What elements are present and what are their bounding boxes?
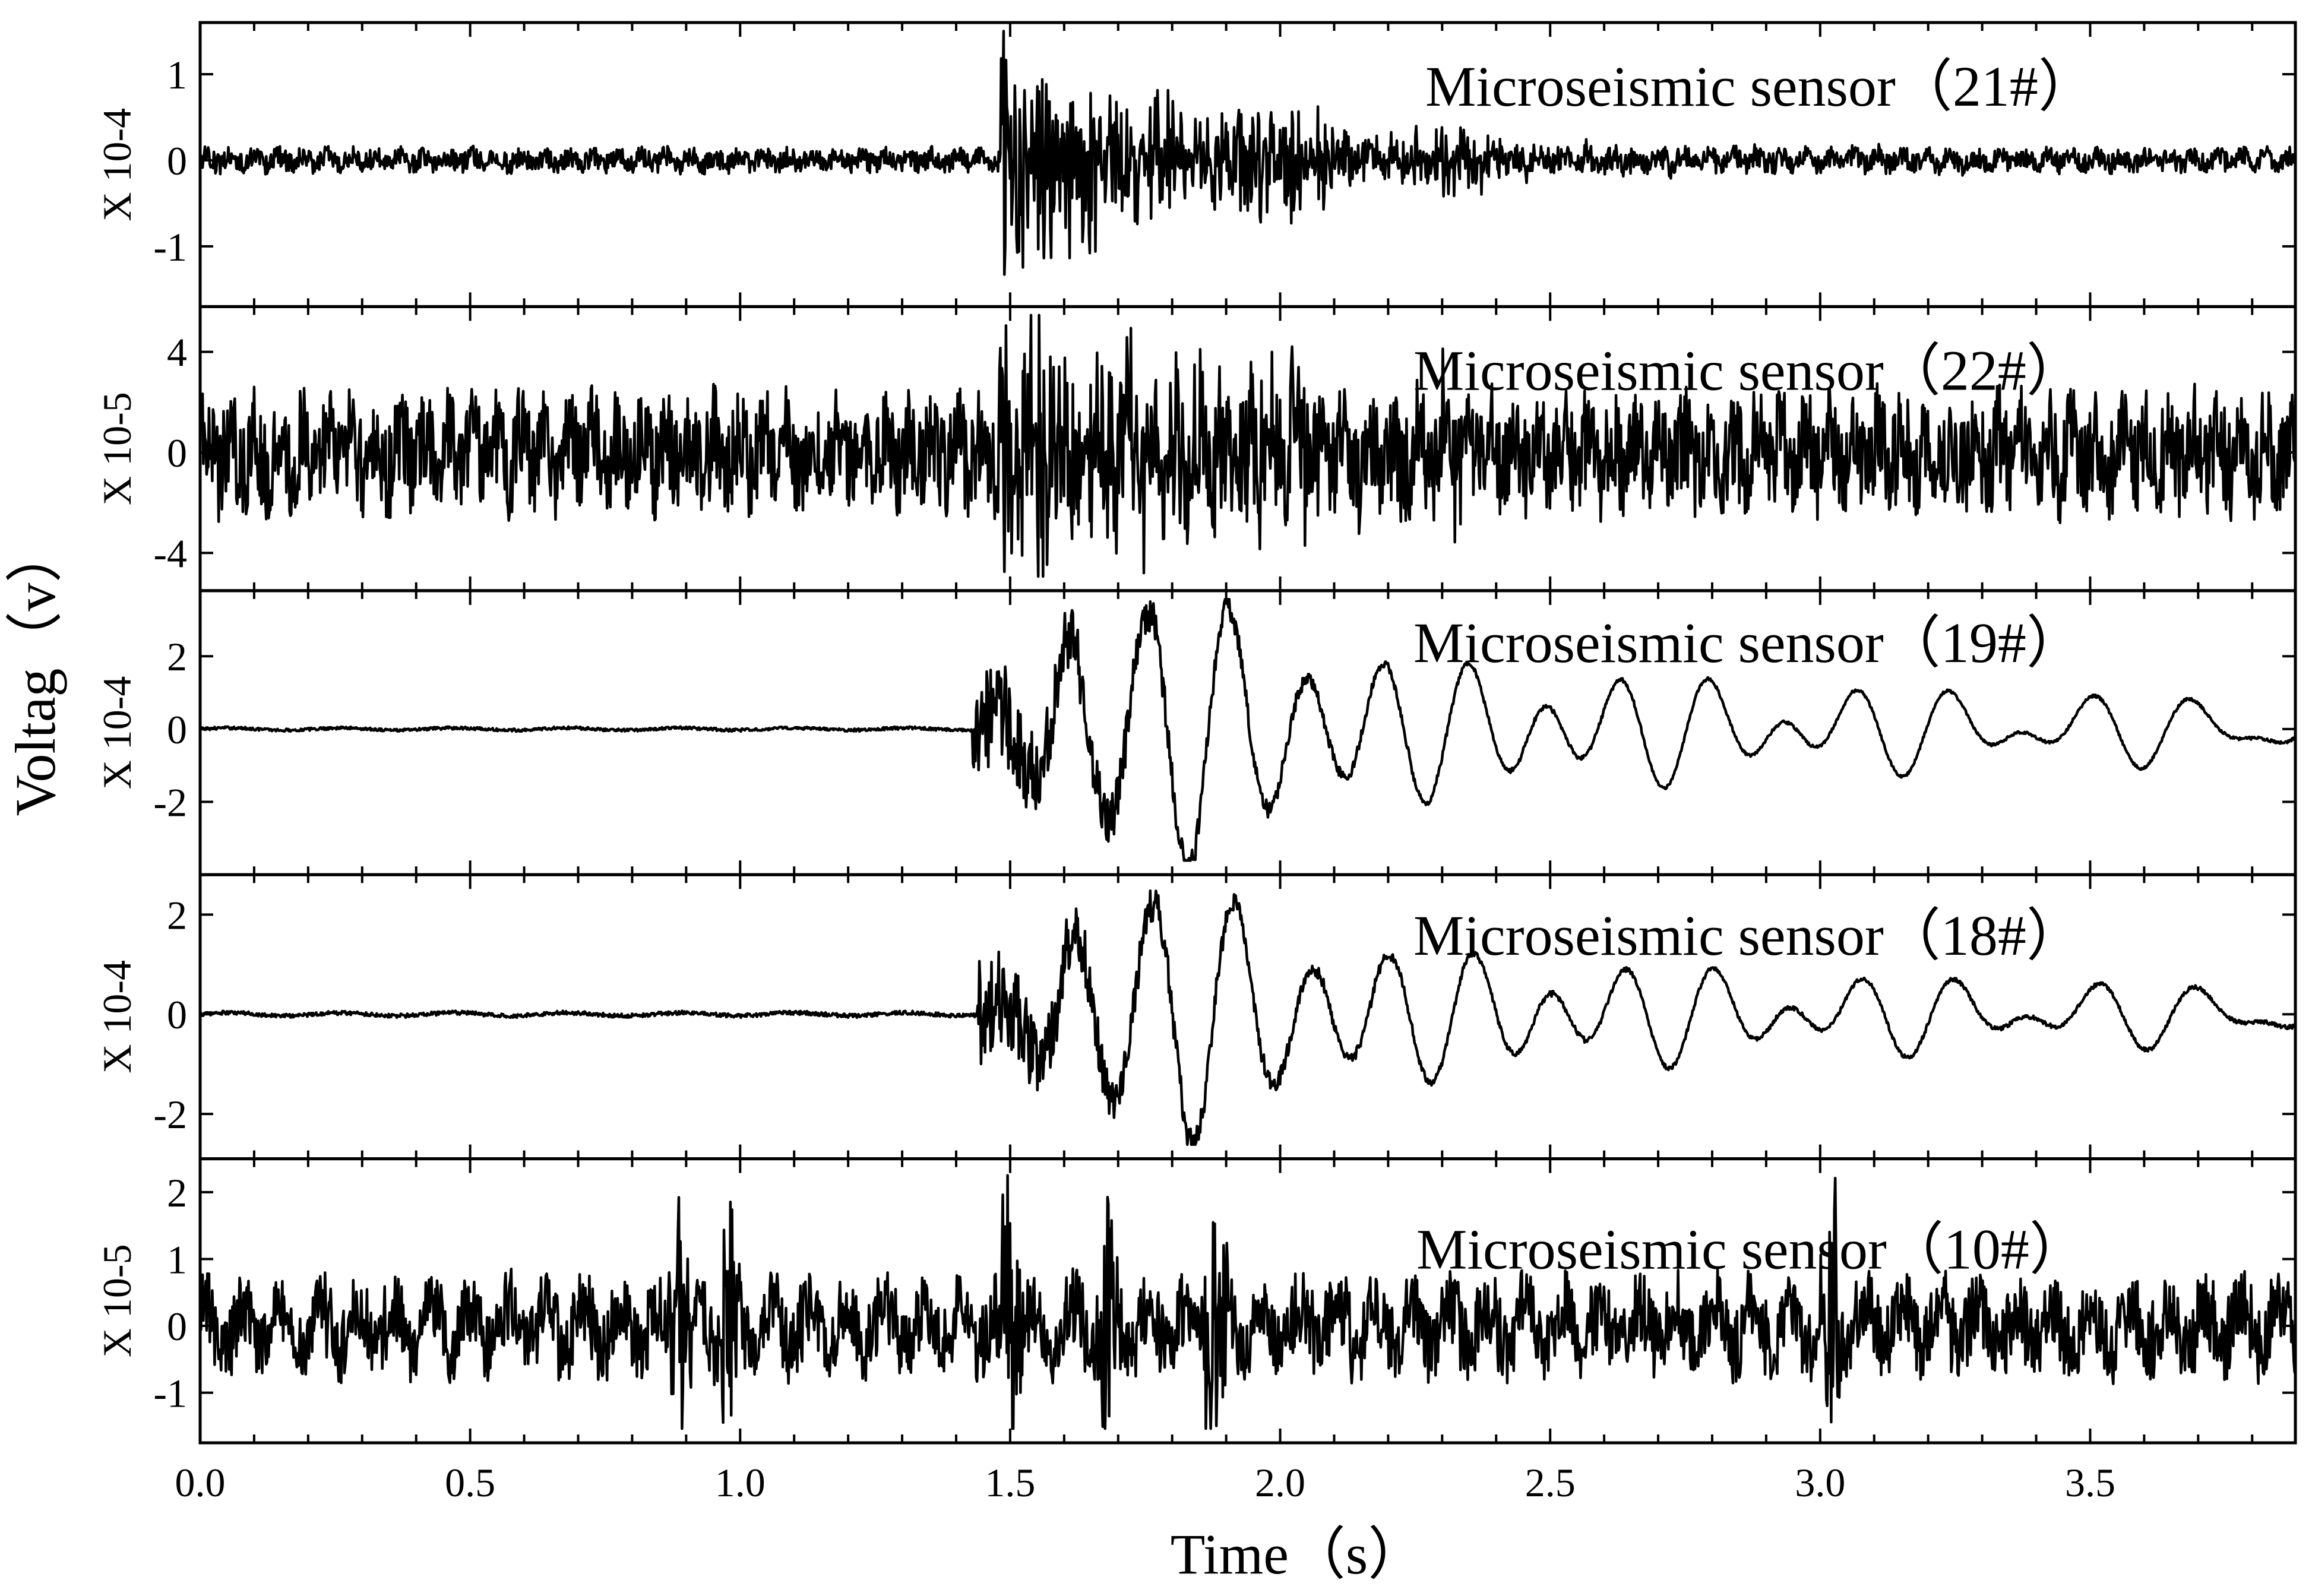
panel-scale-label: X 10-4 bbox=[94, 960, 140, 1074]
sensor-label: Microseismic sensor（19#） bbox=[1413, 611, 2083, 674]
waveform-trace bbox=[198, 1174, 2297, 1430]
x-axis-title: Time（s） bbox=[1171, 1522, 1425, 1586]
y-tick-label: -2 bbox=[153, 1092, 187, 1137]
y-tick-label: 0 bbox=[167, 430, 187, 476]
x-tick-label: 3.5 bbox=[2065, 1460, 2115, 1505]
panel-5: -1 0 1 2 X 10-5 Microseismic sensor（10#） bbox=[94, 1157, 2297, 1445]
y-tick-label: 0 bbox=[167, 707, 187, 752]
x-tick-label: 1.5 bbox=[985, 1460, 1035, 1505]
waveform-trace bbox=[200, 889, 2297, 1146]
y-tick-label: -1 bbox=[153, 1371, 187, 1416]
sensor-label: Microseismic sensor（10#） bbox=[1416, 1218, 2086, 1281]
y-tick-label: -4 bbox=[153, 531, 187, 576]
panel-scale-label: X 10-5 bbox=[94, 392, 140, 505]
panels-group: -1 0 1 X 10-4 Microseismic sensor（21#） -4 0 4 X … bbox=[94, 21, 2297, 1445]
waveform-trace bbox=[198, 314, 2297, 578]
y-tick-label: 2 bbox=[167, 634, 187, 679]
y-tick-label: 2 bbox=[167, 1170, 187, 1215]
panel-4: -2 0 2 X 10-4 Microseismic sensor（18#） bbox=[94, 873, 2297, 1161]
panel-1: -1 0 1 X 10-4 Microseismic sensor（21#） bbox=[94, 21, 2297, 308]
panel-scale-label: X 10-4 bbox=[94, 676, 140, 790]
y-tick-label: 2 bbox=[167, 892, 187, 938]
y-tick-label: 0 bbox=[167, 1304, 187, 1349]
waveform-trace bbox=[198, 30, 2297, 276]
panel-2: -4 0 4 X 10-5 Microseismic sensor（22#） bbox=[94, 305, 2297, 593]
panel-scale-label: X 10-4 bbox=[94, 108, 140, 221]
sensor-label: Microseismic sensor（18#） bbox=[1413, 904, 2083, 967]
y-axis-title: Voltag（v） bbox=[4, 526, 67, 816]
y-tick-label: 1 bbox=[167, 1237, 187, 1282]
x-tick-label: 3.0 bbox=[1795, 1460, 1845, 1505]
y-tick-label: 0 bbox=[167, 138, 187, 183]
y-tick-label: -1 bbox=[153, 224, 187, 270]
y-tick-label: -2 bbox=[153, 780, 187, 825]
waveform-trace bbox=[199, 597, 2296, 862]
y-tick-label: 1 bbox=[167, 52, 187, 97]
sensor-label: Microseismic sensor（21#） bbox=[1425, 55, 2095, 118]
sensor-label: Microseismic sensor（22#） bbox=[1413, 338, 2083, 402]
x-tick-label: 2.5 bbox=[1525, 1460, 1576, 1505]
panel-scale-label: X 10-5 bbox=[94, 1244, 140, 1357]
x-tick-label: 1.0 bbox=[715, 1460, 766, 1505]
panel-3: -2 0 2 X 10-4 Microseismic sensor（19#） bbox=[94, 589, 2297, 876]
x-tick-label: 0.5 bbox=[445, 1460, 495, 1505]
x-axis: 0.0 0.5 1.0 1.5 2.0 2.5 3.0 3.5 bbox=[175, 1460, 2115, 1505]
x-tick-label: 0.0 bbox=[175, 1460, 226, 1505]
x-tick-label: 2.0 bbox=[1255, 1460, 1305, 1505]
y-tick-label: 0 bbox=[167, 992, 187, 1037]
y-tick-label: 4 bbox=[167, 330, 187, 375]
